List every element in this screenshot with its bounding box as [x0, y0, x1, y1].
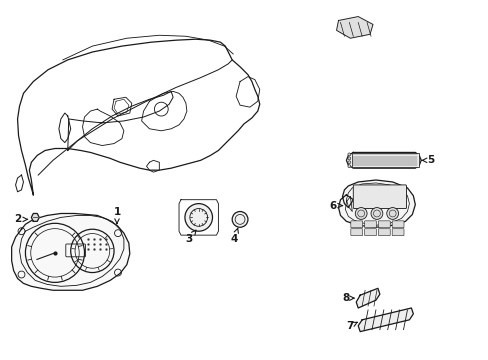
Polygon shape	[338, 180, 414, 227]
Circle shape	[347, 157, 350, 160]
Circle shape	[184, 204, 212, 231]
Text: 2: 2	[14, 215, 27, 224]
FancyBboxPatch shape	[391, 221, 403, 228]
Polygon shape	[358, 308, 412, 332]
Circle shape	[386, 208, 398, 219]
Polygon shape	[346, 152, 420, 168]
FancyBboxPatch shape	[351, 153, 418, 167]
Circle shape	[347, 165, 350, 168]
Polygon shape	[336, 17, 372, 38]
Text: 1: 1	[113, 207, 121, 224]
Text: 3: 3	[185, 230, 196, 244]
Circle shape	[232, 212, 247, 227]
Text: 4: 4	[230, 228, 238, 244]
Text: 6: 6	[328, 201, 342, 211]
Polygon shape	[356, 288, 379, 308]
Circle shape	[347, 161, 350, 164]
Text: 8: 8	[342, 293, 353, 303]
FancyBboxPatch shape	[391, 229, 403, 236]
FancyBboxPatch shape	[350, 229, 362, 236]
FancyBboxPatch shape	[350, 221, 362, 228]
FancyBboxPatch shape	[352, 185, 406, 208]
FancyBboxPatch shape	[378, 221, 389, 228]
FancyBboxPatch shape	[364, 221, 376, 228]
Circle shape	[355, 208, 366, 219]
FancyBboxPatch shape	[378, 229, 389, 236]
Polygon shape	[31, 213, 39, 221]
Text: 7: 7	[346, 321, 357, 331]
FancyBboxPatch shape	[364, 229, 376, 236]
Polygon shape	[12, 213, 129, 290]
Circle shape	[347, 153, 350, 156]
Circle shape	[370, 208, 382, 219]
Text: 5: 5	[421, 155, 434, 165]
